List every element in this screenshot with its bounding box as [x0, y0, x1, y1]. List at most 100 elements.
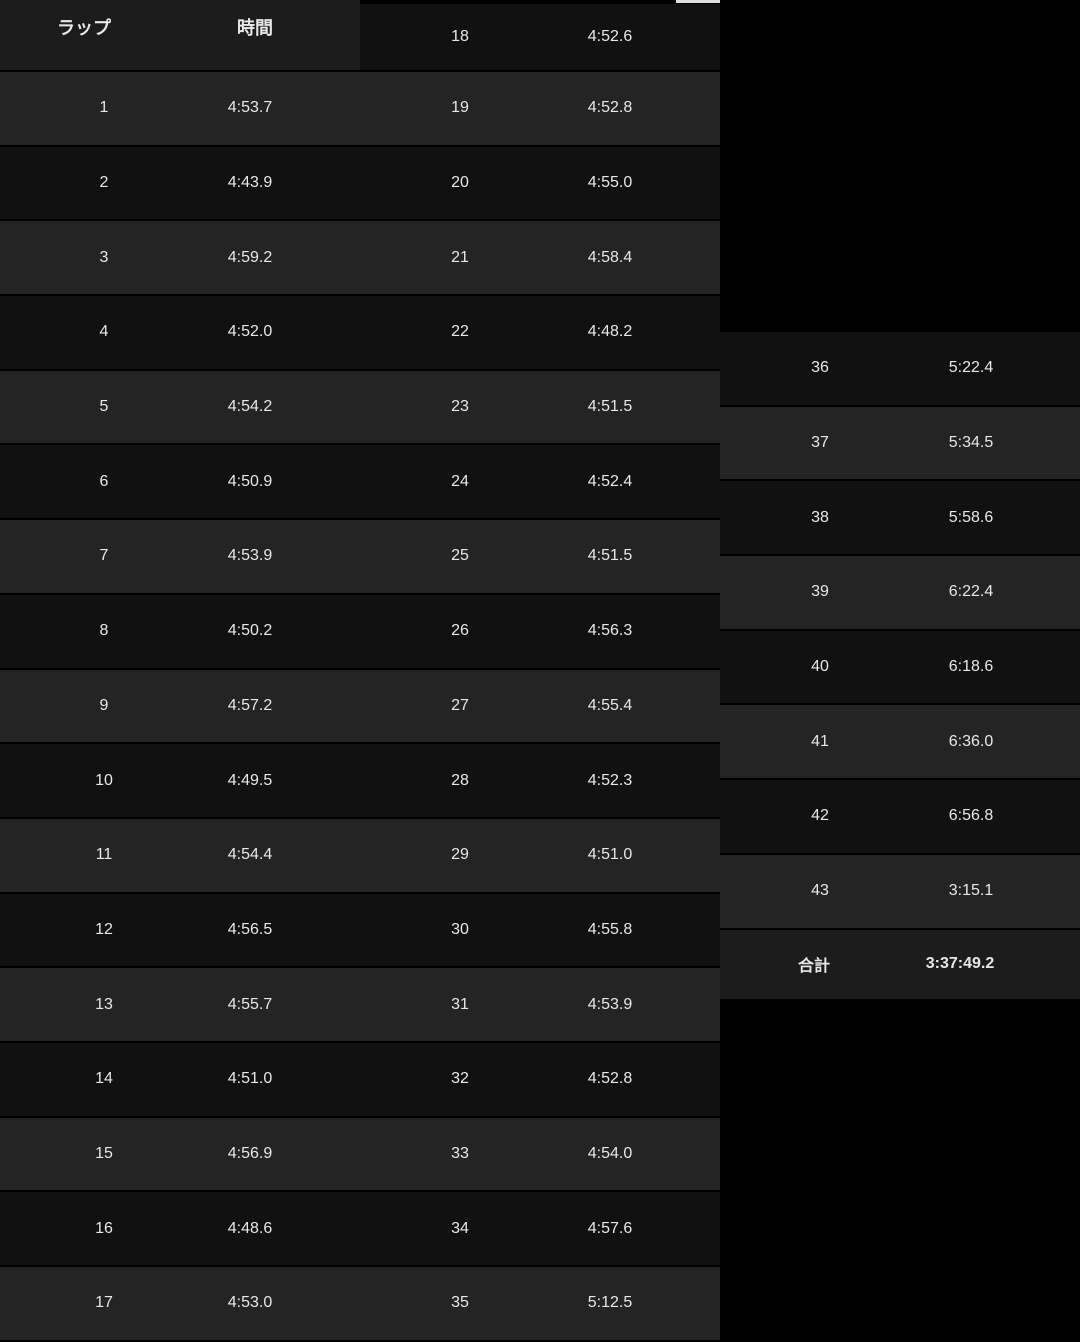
lap-number: 13: [95, 995, 113, 1013]
table-row: 40 6:18.6: [720, 630, 1080, 704]
lap-number: 9: [99, 696, 109, 714]
lap-number: 19: [451, 99, 469, 117]
lap-time: 4:52.8: [587, 1070, 633, 1088]
table-row: 32 4:52.8: [360, 1042, 720, 1116]
lap-time: 4:52.4: [587, 472, 633, 490]
total-row: 合計 3:37:49.2: [720, 929, 1080, 999]
lap-time: 6:22.4: [948, 583, 994, 601]
lap-time: 4:52.0: [227, 323, 273, 341]
lap-number: 33: [451, 1144, 469, 1162]
lap-table-part-3: 36 5:22.4 37 5:34.5 38 5:58.6 39 6:22.4 40 6:18.6…: [720, 332, 1080, 1001]
table-row: 36 5:22.4: [720, 332, 1080, 405]
total-label: 合計: [797, 958, 831, 975]
total-time: 3:37:49.2: [925, 955, 995, 972]
lap-time: 4:58.4: [587, 248, 633, 266]
lap-number: 8: [99, 622, 109, 640]
table-row: 10 4:49.5: [0, 744, 360, 817]
lap-number: 21: [451, 248, 469, 266]
lap-table-part-2: 18 4:52.6 19 4:52.8 20 4:55.0 21 4:58.4 22 4:48.2…: [360, 0, 720, 1342]
lap-number: 15: [95, 1144, 113, 1162]
table-row: 28 4:52.3: [360, 744, 720, 817]
table-row: 16 4:48.6: [0, 1192, 360, 1265]
lap-number: 6: [99, 472, 109, 490]
table-row: 23 4:51.5: [360, 370, 720, 444]
lap-number: 10: [95, 771, 113, 789]
lap-time: 4:49.5: [227, 771, 273, 789]
lap-number: 30: [451, 920, 469, 938]
lap-time: 4:54.2: [227, 398, 273, 416]
lap-time: 5:34.5: [948, 434, 994, 452]
lap-number: 22: [451, 323, 469, 341]
lap-number: 7: [99, 547, 109, 565]
table-row: 34 4:57.6: [360, 1192, 720, 1265]
table-row: 9 4:57.2: [0, 669, 360, 743]
table-row: 39 6:22.4: [720, 556, 1080, 629]
lap-time: 5:58.6: [948, 508, 994, 526]
table-row: 42 6:56.8: [720, 780, 1080, 853]
scroll-indicator: [676, 0, 720, 3]
lap-number: 31: [451, 995, 469, 1013]
lap-time: 4:48.6: [227, 1219, 273, 1237]
lap-number: 40: [811, 658, 829, 676]
table-row: 19 4:52.8: [360, 72, 720, 145]
lap-time: 4:55.4: [587, 696, 633, 714]
table-row: 21 4:58.4: [360, 221, 720, 295]
lap-time: 4:57.2: [227, 696, 273, 714]
table-row: 33 4:54.0: [360, 1117, 720, 1191]
lap-time: 5:12.5: [587, 1294, 633, 1312]
lap-time: 6:56.8: [948, 807, 994, 825]
lap-number: 16: [95, 1219, 113, 1237]
table-row: 14 4:51.0: [0, 1042, 360, 1116]
lap-time: 4:50.2: [227, 622, 273, 640]
table-row: 17 4:53.0: [0, 1267, 360, 1340]
lap-time: 4:55.7: [227, 995, 273, 1013]
table-row: 18 4:52.6: [360, 4, 720, 70]
lap-number: 28: [451, 771, 469, 789]
lap-time: 4:54.4: [227, 846, 273, 864]
lap-time: 4:51.0: [587, 846, 633, 864]
lap-time: 4:53.9: [227, 547, 273, 565]
lap-number: 43: [811, 882, 829, 900]
lap-time: 4:52.3: [587, 771, 633, 789]
lap-number: 14: [95, 1070, 113, 1088]
lap-number: 24: [451, 472, 469, 490]
lap-time: 4:55.8: [587, 920, 633, 938]
lap-number: 36: [811, 359, 829, 377]
table-row: 2 4:43.9: [0, 146, 360, 220]
lap-number: 34: [451, 1219, 469, 1237]
lap-time: 4:53.9: [587, 995, 633, 1013]
lap-number: 26: [451, 622, 469, 640]
lap-number: 25: [451, 547, 469, 565]
table-row: 41 6:36.0: [720, 705, 1080, 779]
table-row: 38 5:58.6: [720, 481, 1080, 555]
table-row: 31 4:53.9: [360, 968, 720, 1041]
lap-number: 18: [451, 28, 469, 45]
lap-number: 32: [451, 1070, 469, 1088]
table-row: 11 4:54.4: [0, 818, 360, 892]
lap-time: 4:43.9: [227, 174, 273, 192]
lap-number: 3: [99, 248, 109, 266]
table-row: 25 4:51.5: [360, 520, 720, 593]
table-row: 20 4:55.0: [360, 146, 720, 220]
table-row: 30 4:55.8: [360, 893, 720, 967]
table-row: 37 5:34.5: [720, 406, 1080, 480]
table-row: 15 4:56.9: [0, 1117, 360, 1191]
header-lap: ラップ: [57, 18, 111, 38]
lap-number: 37: [811, 434, 829, 452]
lap-time: 4:53.0: [227, 1294, 273, 1312]
table-row: 5 4:54.2: [0, 370, 360, 444]
lap-number: 12: [95, 920, 113, 938]
table-row: 22 4:48.2: [360, 296, 720, 369]
table-row: 3 4:59.2: [0, 221, 360, 295]
lap-number: 41: [811, 732, 829, 750]
lap-time: 4:56.3: [587, 622, 633, 640]
lap-number: 29: [451, 846, 469, 864]
table-row: 29 4:51.0: [360, 818, 720, 892]
lap-number: 4: [99, 323, 109, 341]
lap-time: 4:50.9: [227, 472, 273, 490]
table-row: 27 4:55.4: [360, 669, 720, 743]
lap-number: 39: [811, 583, 829, 601]
lap-number: 11: [95, 846, 113, 864]
lap-time: 6:18.6: [948, 658, 994, 676]
lap-table-part-1: ラップ 時間 1 4:53.7 2 4:43.9 3 4:59.2 4 4:52.0 5 4:54…: [0, 0, 360, 1342]
